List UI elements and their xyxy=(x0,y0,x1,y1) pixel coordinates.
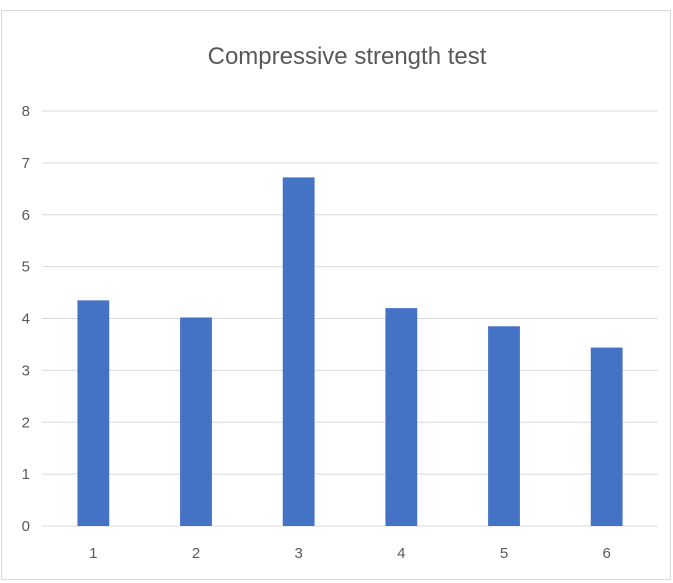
bar-6 xyxy=(590,347,623,526)
x-tick-label: 1 xyxy=(89,545,97,562)
x-axis: 1 2 3 4 5 6 xyxy=(89,545,611,562)
bar-5 xyxy=(488,326,520,526)
y-tick-label: 5 xyxy=(22,259,30,276)
chart-title: Compressive strength test xyxy=(208,43,487,70)
y-tick-label: 4 xyxy=(22,311,30,328)
y-tick-label: 2 xyxy=(22,414,30,431)
y-tick-label: 0 xyxy=(22,518,30,535)
gridlines xyxy=(42,110,658,527)
y-axis: 0 1 2 3 4 5 6 7 8 xyxy=(22,103,30,535)
bar-1 xyxy=(77,300,110,526)
x-tick-label: 2 xyxy=(192,545,200,562)
y-tick-label: 6 xyxy=(22,207,30,224)
y-tick-label: 8 xyxy=(22,103,30,120)
bars xyxy=(77,177,623,526)
chart-frame xyxy=(1,10,671,580)
x-tick-label: 5 xyxy=(500,545,508,562)
bar-2 xyxy=(180,317,212,526)
x-tick-label: 3 xyxy=(294,545,302,562)
bar-3 xyxy=(282,177,315,526)
y-tick-label: 3 xyxy=(22,362,30,379)
y-tick-label: 1 xyxy=(22,466,30,483)
bar-4 xyxy=(385,308,418,526)
y-tick-label: 7 xyxy=(22,155,30,172)
x-tick-label: 6 xyxy=(602,545,610,562)
x-tick-label: 4 xyxy=(397,545,405,562)
